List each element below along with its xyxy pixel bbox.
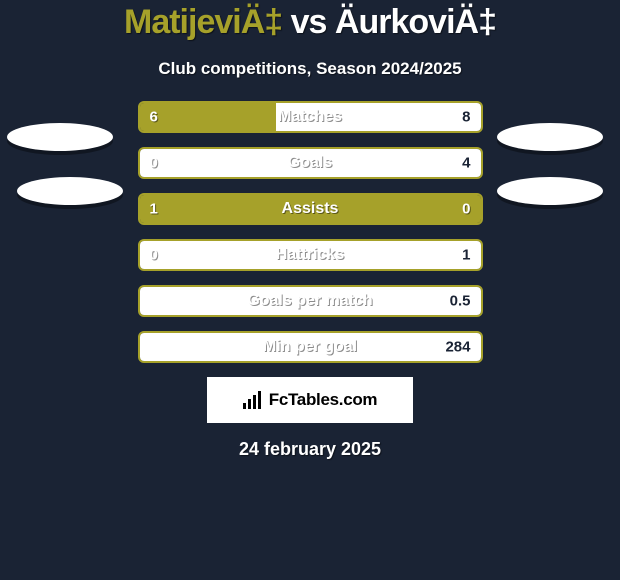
comparison-card: MatijeviÄ‡ vs ÄurkoviÄ‡ Club competition… [0,0,620,580]
stat-label: Assists [140,200,481,218]
player-photo-placeholder [7,123,113,151]
stat-row: 04Goals [0,147,620,179]
player-left-name: MatijeviÄ‡ [124,3,282,41]
player-photo-placeholder [497,123,603,151]
stat-bar: 04Goals [138,147,483,179]
stat-label: Min per goal [140,338,481,356]
vs-label: vs [291,3,327,41]
stat-bar: 284Min per goal [138,331,483,363]
stat-bar: 01Hattricks [138,239,483,271]
stat-row: 01Hattricks [0,239,620,271]
page-title: MatijeviÄ‡ vs ÄurkoviÄ‡ [0,4,620,41]
stat-label: Goals [140,154,481,172]
stat-bar: 10Assists [138,193,483,225]
stat-bar: 0.5Goals per match [138,285,483,317]
stat-bar: 68Matches [138,101,483,133]
stats-content: 68Matches 04Goals 10Assists 01Hattricks 0.5G… [0,101,620,363]
brand-box[interactable]: FcTables.com [207,377,413,423]
subtitle: Club competitions, Season 2024/2025 [0,59,620,79]
stat-label: Matches [140,108,481,126]
player-photo-placeholder [497,177,603,205]
player-photo-placeholder [17,177,123,205]
brand-bars-icon [243,391,263,409]
stat-row: 0.5Goals per match [0,285,620,317]
stat-label: Hattricks [140,246,481,264]
date-label: 24 february 2025 [0,439,620,460]
stat-row: 284Min per goal [0,331,620,363]
brand-text: FcTables.com [269,390,378,410]
player-right-name: ÄurkoviÄ‡ [335,3,496,41]
stat-label: Goals per match [140,292,481,310]
